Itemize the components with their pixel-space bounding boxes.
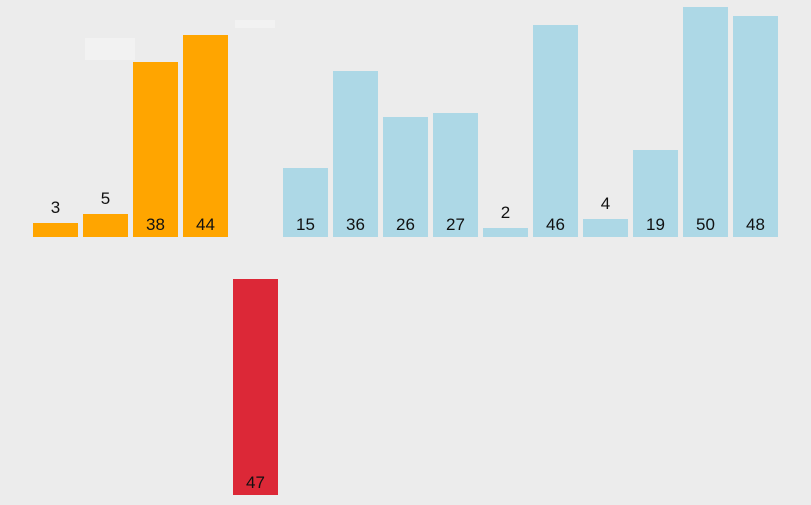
bar-value-label: 4	[600, 193, 611, 213]
bar-44	[183, 34, 228, 237]
bar-5	[83, 214, 128, 237]
bar-value-label: 48	[746, 215, 765, 234]
bar-48	[733, 16, 778, 237]
bar-3	[33, 223, 78, 237]
bar-47	[233, 279, 278, 496]
faint-panel-left	[85, 38, 135, 60]
bar-value-label: 47	[246, 473, 265, 493]
faint-panel-right	[235, 20, 275, 28]
bar-value-label: 38	[146, 215, 165, 234]
bar-value-label: 5	[100, 189, 111, 208]
bar-19	[633, 149, 678, 237]
bar-value-label: 26	[396, 215, 415, 234]
bar-50	[683, 7, 728, 237]
bar-value-label: 50	[696, 215, 715, 234]
bar-value-label: 3	[50, 198, 61, 218]
bar-2	[483, 227, 528, 237]
bar-value-label: 15	[296, 215, 315, 234]
bar-value-label: 19	[646, 215, 665, 234]
bar-46	[533, 25, 578, 237]
bar-value-label: 46	[546, 215, 565, 234]
bar-value-label: 44	[196, 215, 215, 234]
bar-value-label: 2	[500, 202, 511, 222]
bar-26	[383, 117, 428, 237]
bar-4	[583, 218, 628, 237]
bar-value-label: 27	[446, 215, 465, 234]
bar-38	[133, 62, 178, 237]
bar-value-label: 36	[346, 215, 365, 234]
bar-15	[283, 168, 328, 237]
bar-27	[433, 112, 478, 237]
bar-36	[333, 71, 378, 237]
